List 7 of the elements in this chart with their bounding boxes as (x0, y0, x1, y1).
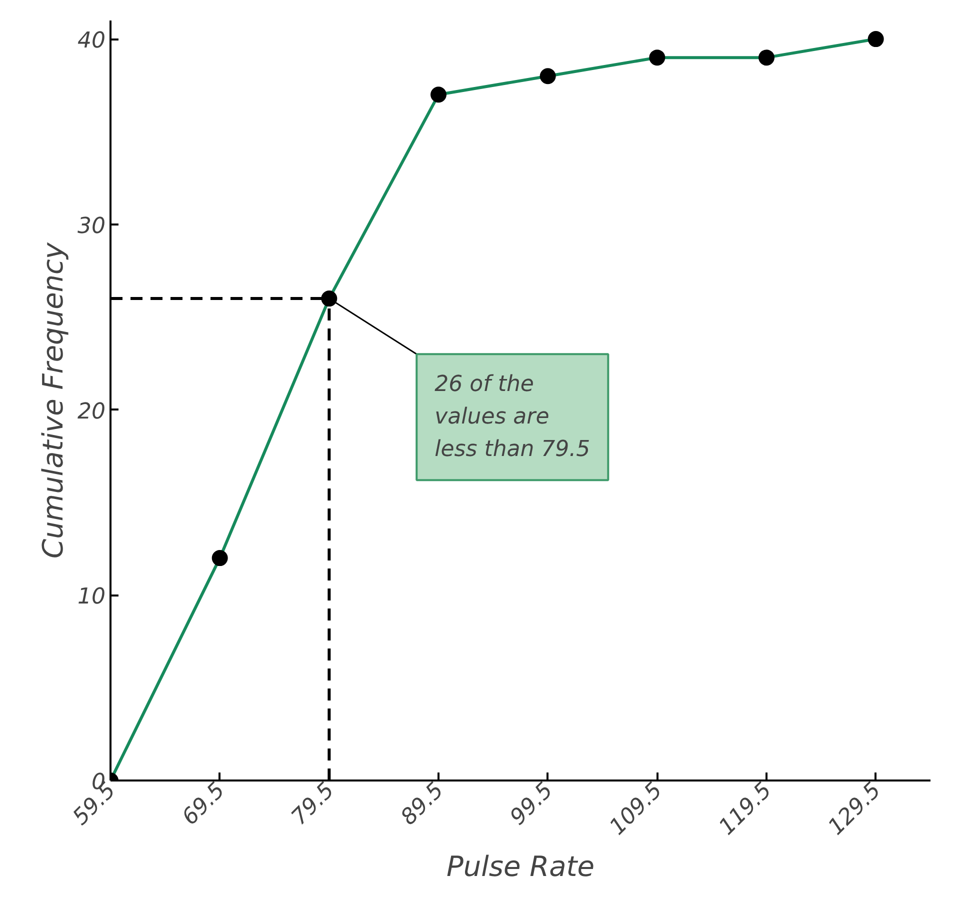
y-tick-label: 30 (78, 214, 106, 239)
y-tick-label: 40 (78, 28, 106, 54)
x-axis-title: Pulse Rate (446, 850, 594, 884)
y-axis-title: Cumulative Frequency (36, 242, 70, 559)
annotation: 26 of the values are less than 79.5 (434, 372, 590, 462)
y-tick-label: 10 (78, 584, 106, 610)
y-tick-label: 20 (78, 399, 106, 424)
